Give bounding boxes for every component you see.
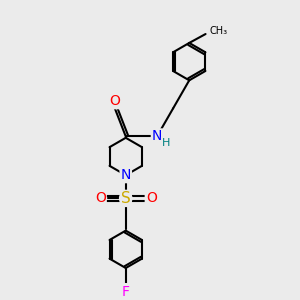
Text: H: H (162, 138, 170, 148)
Text: N: N (152, 129, 162, 143)
Text: O: O (95, 191, 106, 206)
Circle shape (120, 192, 132, 205)
Text: O: O (109, 94, 120, 108)
Text: N: N (121, 168, 131, 182)
Text: O: O (146, 191, 157, 206)
Text: S: S (121, 191, 130, 206)
Text: CH₃: CH₃ (210, 26, 228, 36)
Text: F: F (122, 285, 130, 299)
